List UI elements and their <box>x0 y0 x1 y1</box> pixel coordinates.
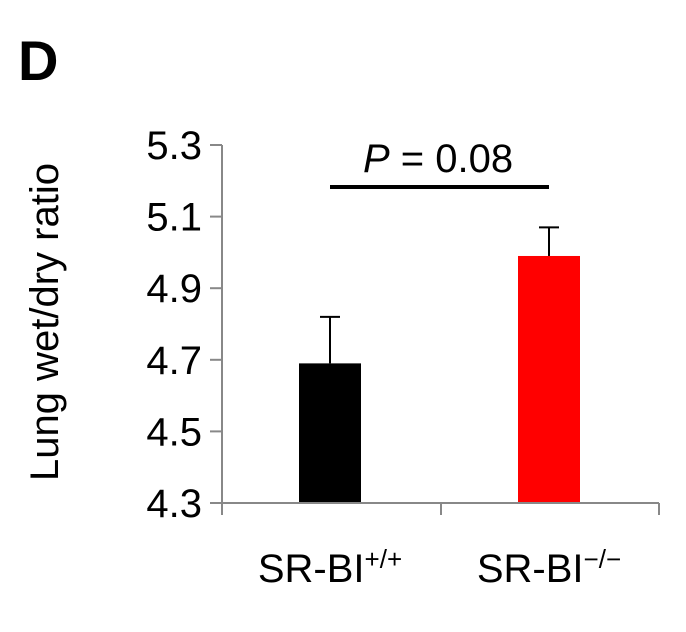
y-tick-label: 4.3 <box>146 482 202 526</box>
error-bars <box>320 226 559 364</box>
bar-wildtype <box>299 363 361 503</box>
panel-label: D <box>18 29 58 92</box>
y-tick-label: 4.7 <box>146 339 202 383</box>
y-tick-label: 5.3 <box>146 124 202 168</box>
y-tick-label: 4.5 <box>146 410 202 454</box>
y-ticks: 4.3 4.5 4.7 4.9 5.1 5.3 <box>146 124 222 526</box>
y-axis-label: Lung wet/dry ratio <box>23 163 67 481</box>
y-tick-label: 5.1 <box>146 196 202 240</box>
p-symbol: P <box>363 137 390 181</box>
x-tick-label-superscript: −/− <box>584 544 622 574</box>
x-tick-label-knockout: SR-BI−/− <box>477 544 621 591</box>
x-tick-label-superscript: +/+ <box>365 544 403 574</box>
significance-annotation: P = 0.08 <box>363 137 513 181</box>
bars <box>299 255 580 503</box>
p-value-text: = 0.08 <box>390 137 513 181</box>
x-tick-label-wildtype: SR-BI+/+ <box>258 544 402 591</box>
y-tick-label: 4.9 <box>146 267 202 311</box>
x-labels: SR-BI+/+ SR-BI−/− <box>258 544 621 591</box>
bar-knockout <box>518 255 580 503</box>
